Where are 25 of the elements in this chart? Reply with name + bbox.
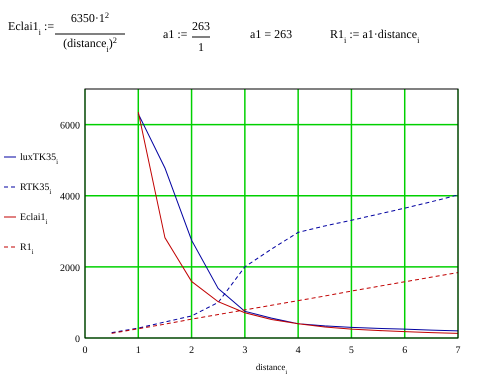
x-tick-label: 6 <box>402 345 408 356</box>
x-tick-label: 1 <box>136 345 141 356</box>
x-tick-label: 7 <box>456 345 460 356</box>
text: (distance$_{i}$)$^{2}$ <box>63 36 117 54</box>
text: 1 <box>198 40 204 54</box>
x-tick-label: 2 <box>189 345 194 356</box>
y-tick-label: 6000 <box>60 120 80 132</box>
text: a1 := <box>163 27 188 41</box>
x-tick-label: 5 <box>348 345 354 356</box>
legend-label: luxTK35$_{i}$ <box>20 152 58 166</box>
x-tick-label: 3 <box>242 345 248 356</box>
legend-label: R1$_{i}$ <box>20 242 34 256</box>
x-tick-label: 4 <box>296 345 301 356</box>
y-tick-label: 4000 <box>60 192 80 203</box>
text: 6350·1$^{2}$ <box>70 10 110 25</box>
text: R1$_{i}$ := a1·distance$_{i}$ <box>330 27 420 44</box>
x-tick-label: 0 <box>82 345 88 356</box>
y-tick-label: 0 <box>75 334 80 345</box>
y-tick-label: 2000 <box>60 262 80 274</box>
text: 263 <box>192 19 210 33</box>
legend-label: Eclai1$_{i}$ <box>20 212 48 226</box>
text: a1 = 263 <box>250 27 292 41</box>
text: Eclai1$_{i}$ := <box>8 19 54 36</box>
legend-label: RTK35$_{i}$ <box>20 182 52 196</box>
x-axis-title: distance$_{i}$ <box>256 362 288 376</box>
